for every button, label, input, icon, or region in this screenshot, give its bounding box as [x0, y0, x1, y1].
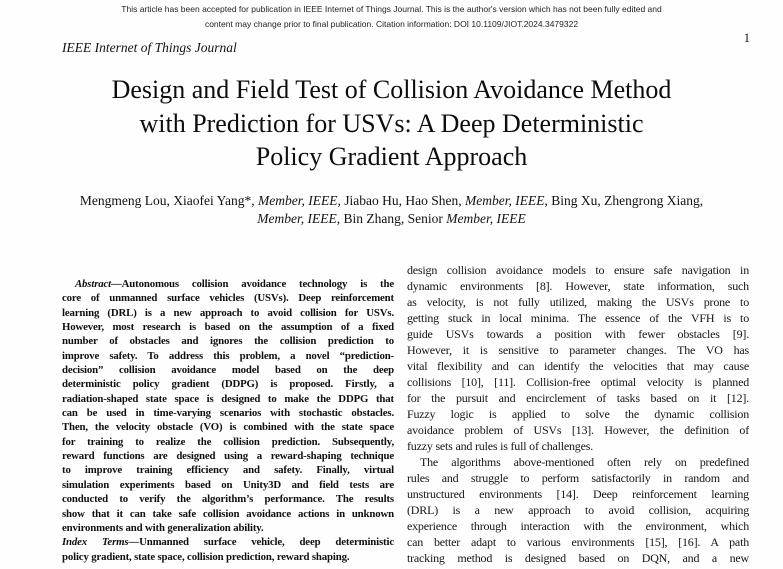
page-number: 1: [743, 31, 750, 45]
abstract-paragraph: Abstract—Autonomous collision avoidance …: [62, 278, 394, 534]
two-column-body: Abstract—Autonomous collision avoidance …: [62, 262, 749, 566]
author-line-1: Mengmeng Lou, Xiaofei Yang*, Member, IEE…: [79, 193, 704, 208]
authors-block: Mengmeng Lou, Xiaofei Yang*, Member, IEE…: [0, 192, 783, 227]
intro-paragraph-continued: design collision avoidance models to ens…: [407, 263, 749, 453]
journal-name: IEEE Internet of Things Journal: [62, 40, 237, 55]
acceptance-banner: This article has been accepted for publi…: [121, 4, 662, 29]
intro-paragraph-2: The algorithms above-mentioned often rel…: [407, 455, 749, 565]
author-line-2: Member, IEEE, Bin Zhang, Senior Member, …: [257, 210, 526, 226]
index-terms-paragraph: Index Terms—Unmanned surface vehicle, de…: [62, 536, 394, 563]
right-column: design collision avoidance models to ens…: [407, 262, 749, 566]
left-column: Abstract—Autonomous collision avoidance …: [62, 262, 394, 566]
paper-title: Design and Field Test of Collision Avoid…: [111, 75, 672, 171]
